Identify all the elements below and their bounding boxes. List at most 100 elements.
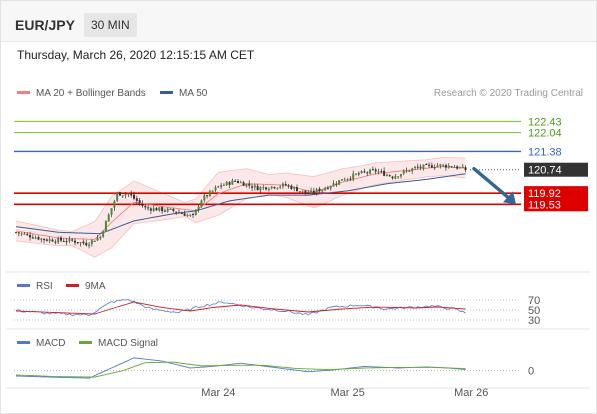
candle-body [147,207,150,209]
candle-body [239,182,242,184]
candle-body [34,237,37,239]
candle-body [338,180,341,185]
line-icon [17,90,30,94]
candle-body [48,239,51,241]
candle-body [343,179,346,181]
candle-body [234,180,237,182]
candle-body [290,185,293,190]
candle-body [208,190,211,197]
timeframe-badge[interactable]: 30 MIN [84,13,137,37]
legend-bb: MA 20 + Bollinger Bands [17,88,146,99]
candle-body [104,220,107,232]
x-axis-label: Mar 26 [454,387,488,399]
candle-body [68,238,71,242]
candle-body [279,186,282,188]
forecast-arrow-head [503,191,516,205]
candle-body [88,244,91,246]
candle-body [383,170,386,176]
candle-body [253,185,256,188]
candle-body [439,164,442,166]
candle-body [183,213,186,216]
resistance-label: 122.04 [528,128,562,140]
candle-body [141,203,144,206]
candle-body [245,183,248,187]
legend-rsi-ma: 9MA [66,281,106,292]
candle-body [149,208,152,211]
candle-body [259,187,262,191]
candle-body [394,176,397,179]
candle-body [74,240,77,243]
candle-body [31,237,34,239]
candle-body [335,183,338,185]
candle-body [419,166,422,168]
rsi-level-label: 30 [528,315,540,327]
x-axis-label: Mar 25 [330,387,364,399]
candle-body [90,240,93,244]
candle-body [206,195,209,197]
line-icon [79,340,92,344]
forecast-arrow-shaft [472,166,510,200]
candle-body [357,173,360,175]
candle-body [158,207,161,211]
candle-body [307,192,310,195]
candle-body [65,241,68,243]
candle-body [428,164,431,166]
rsi-level-label: 50 [528,305,540,317]
candle-body [416,166,419,168]
candle-body [197,206,200,210]
last-price-label: 120.74 [528,165,562,177]
candle-body [284,183,287,186]
candle-body [355,173,358,175]
candle-body [236,180,239,183]
candle-body [79,242,82,244]
candle-body [51,239,54,242]
line-icon [17,283,30,287]
legend-rsi: RSI [17,281,53,292]
candle-body [374,169,377,172]
candle-body [276,187,279,189]
rsi-ma-line [15,301,466,315]
legend-macd: MACD [17,338,65,349]
candle-body [135,198,138,201]
candle-body [256,185,259,191]
candle-body [23,233,26,235]
candle-body [433,167,436,169]
candle-body [363,171,366,173]
candle-body [461,166,464,169]
candle-body [324,188,327,191]
macd-line [15,357,466,379]
candle-body [225,181,228,186]
support-label: 119.92 [528,188,561,200]
candle-body [408,170,411,172]
candle-body [293,187,296,189]
line-icon [17,340,30,344]
candle-body [397,176,400,178]
candle-body [352,173,355,180]
candle-body [248,183,251,186]
candle-body [144,206,147,208]
candle-body [180,213,183,215]
candle-body [118,192,121,196]
candle-body [301,190,304,192]
candle-body [172,209,175,211]
candle-body [281,183,284,187]
candle-body [96,237,99,241]
candle-body [155,208,158,211]
candle-body [116,192,119,201]
candle-body [214,187,217,191]
bollinger-lower-line [15,175,466,258]
candle-body [411,168,414,172]
candle-body [447,165,450,168]
line-icon [160,90,173,94]
candle-body [312,190,315,193]
candle-body [203,195,206,201]
candle-body [29,234,32,238]
candle-body [360,171,363,174]
candle-body [130,193,133,196]
bollinger-band-fill [16,157,466,258]
candle-body [399,174,402,177]
candle-body [265,187,268,190]
candle-body [391,176,394,179]
candle-body [163,210,166,212]
